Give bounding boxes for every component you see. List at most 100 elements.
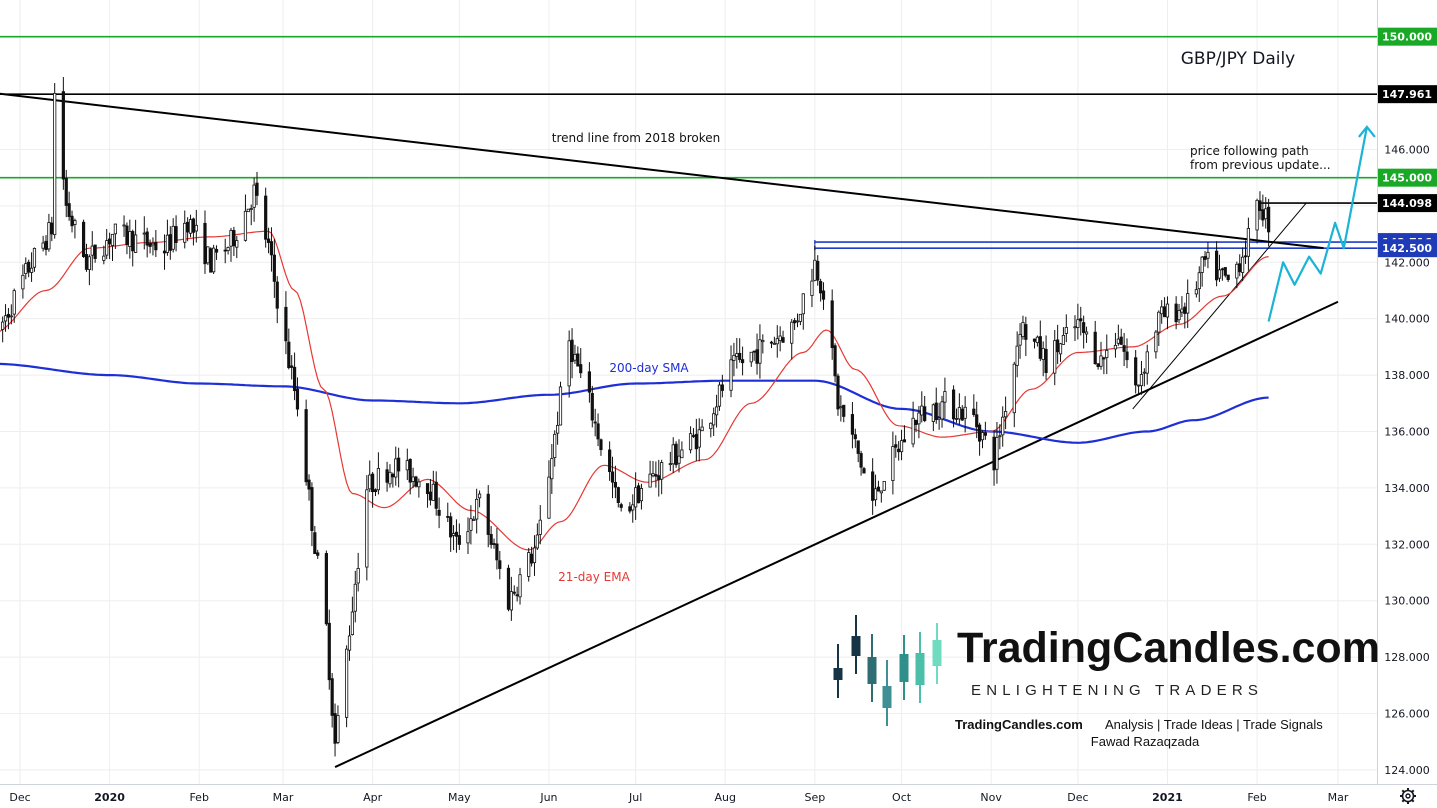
- candle-body: [1024, 324, 1028, 340]
- candle-body: [1084, 331, 1089, 335]
- candle: [1113, 332, 1118, 358]
- candle-body: [628, 506, 632, 512]
- candle-body: [472, 518, 476, 522]
- y-tick-label: 142.000: [1384, 256, 1430, 269]
- candle: [371, 471, 375, 508]
- candle: [1238, 254, 1242, 277]
- candle-body: [1154, 331, 1158, 353]
- candle: [477, 490, 482, 508]
- candle: [677, 439, 681, 473]
- candle: [833, 343, 837, 383]
- candle: [1064, 314, 1068, 343]
- candle-body: [350, 611, 354, 635]
- candle: [1041, 341, 1045, 377]
- candle: [816, 255, 820, 286]
- candle: [168, 226, 172, 260]
- candle-body: [657, 475, 661, 481]
- candle-body: [295, 388, 300, 410]
- candle-body: [790, 321, 794, 344]
- logo-candle: [915, 632, 925, 703]
- gear-icon[interactable]: [1400, 788, 1416, 804]
- candle: [266, 227, 271, 254]
- candle-body: [862, 468, 866, 474]
- candle: [570, 328, 574, 379]
- price-axis[interactable]: 124.000 126.000 128.000 130.000 132.000 134.0…: [1384, 31, 1430, 777]
- candle: [32, 247, 37, 272]
- candle-body: [131, 231, 135, 252]
- candle: [506, 564, 511, 612]
- candle: [917, 406, 921, 439]
- candle-body: [550, 458, 554, 480]
- candle: [304, 399, 308, 486]
- candle-body: [937, 417, 941, 420]
- candle: [798, 313, 802, 326]
- candle-body: [90, 245, 94, 256]
- candle: [1267, 198, 1271, 247]
- candle: [414, 475, 418, 488]
- candle: [752, 350, 756, 361]
- y-tick-label: 134.000: [1384, 482, 1430, 495]
- candle-body: [252, 184, 256, 208]
- candle: [518, 567, 522, 605]
- candle: [943, 377, 947, 419]
- candle: [761, 334, 765, 354]
- horizontal-levels: [0, 35, 1377, 251]
- candle-body: [32, 248, 37, 268]
- candle-body: [1012, 363, 1016, 414]
- logo-candle: [899, 635, 909, 700]
- candle: [729, 345, 733, 398]
- x-tick-label: Apr: [363, 791, 383, 804]
- candle-body: [1215, 250, 1219, 281]
- y-tick-label: 128.000: [1384, 651, 1430, 664]
- candle: [963, 396, 967, 433]
- annotation-path-line2: from previous update...: [1190, 158, 1331, 172]
- candle: [437, 497, 441, 529]
- candle-body: [697, 429, 701, 448]
- candle-body: [813, 259, 817, 281]
- price-tag: [1378, 168, 1437, 187]
- logo: TradingCandles.com ENLIGHTENING TRADERS: [833, 615, 1380, 726]
- candle: [223, 238, 227, 264]
- candle-body: [394, 458, 398, 478]
- logo-candle-body: [851, 636, 861, 656]
- candle: [830, 289, 834, 360]
- candle: [9, 304, 13, 325]
- candle: [356, 552, 360, 592]
- candle-body: [735, 353, 739, 357]
- time-axis[interactable]: Dec 2020 Feb Mar Apr May Jun Jul Aug Sep Oct Nov Dec…: [9, 791, 1348, 804]
- x-tick-label: May: [448, 791, 471, 804]
- candle: [489, 525, 493, 549]
- candle: [567, 330, 571, 398]
- price-tag-label: 150.000: [1382, 31, 1432, 44]
- candle: [246, 208, 250, 213]
- candle-body: [50, 222, 54, 235]
- candle-body: [1206, 251, 1210, 259]
- candle: [1215, 241, 1219, 287]
- y-tick-label: 124.000: [1384, 764, 1430, 777]
- candle: [680, 441, 684, 459]
- candle-body: [980, 432, 985, 441]
- candle: [330, 673, 334, 728]
- candle: [252, 177, 256, 222]
- candle: [538, 505, 542, 545]
- candle: [64, 169, 68, 218]
- candle: [134, 219, 138, 254]
- candle-body: [518, 574, 522, 598]
- candle: [212, 244, 216, 275]
- candle: [1061, 327, 1066, 345]
- candle: [512, 585, 516, 596]
- candle-body: [1162, 306, 1167, 318]
- candle-body: [529, 553, 534, 564]
- candle: [934, 387, 938, 424]
- candle: [1102, 356, 1106, 375]
- candle-body: [998, 435, 1002, 438]
- candle-body: [801, 293, 805, 315]
- candle: [67, 191, 71, 221]
- candle: [1021, 315, 1025, 340]
- candle-body: [188, 219, 193, 234]
- x-tick-label: Feb: [1247, 791, 1266, 804]
- candle: [775, 325, 779, 358]
- candle: [668, 451, 672, 472]
- candle-body: [527, 552, 531, 577]
- candle-body: [110, 233, 115, 246]
